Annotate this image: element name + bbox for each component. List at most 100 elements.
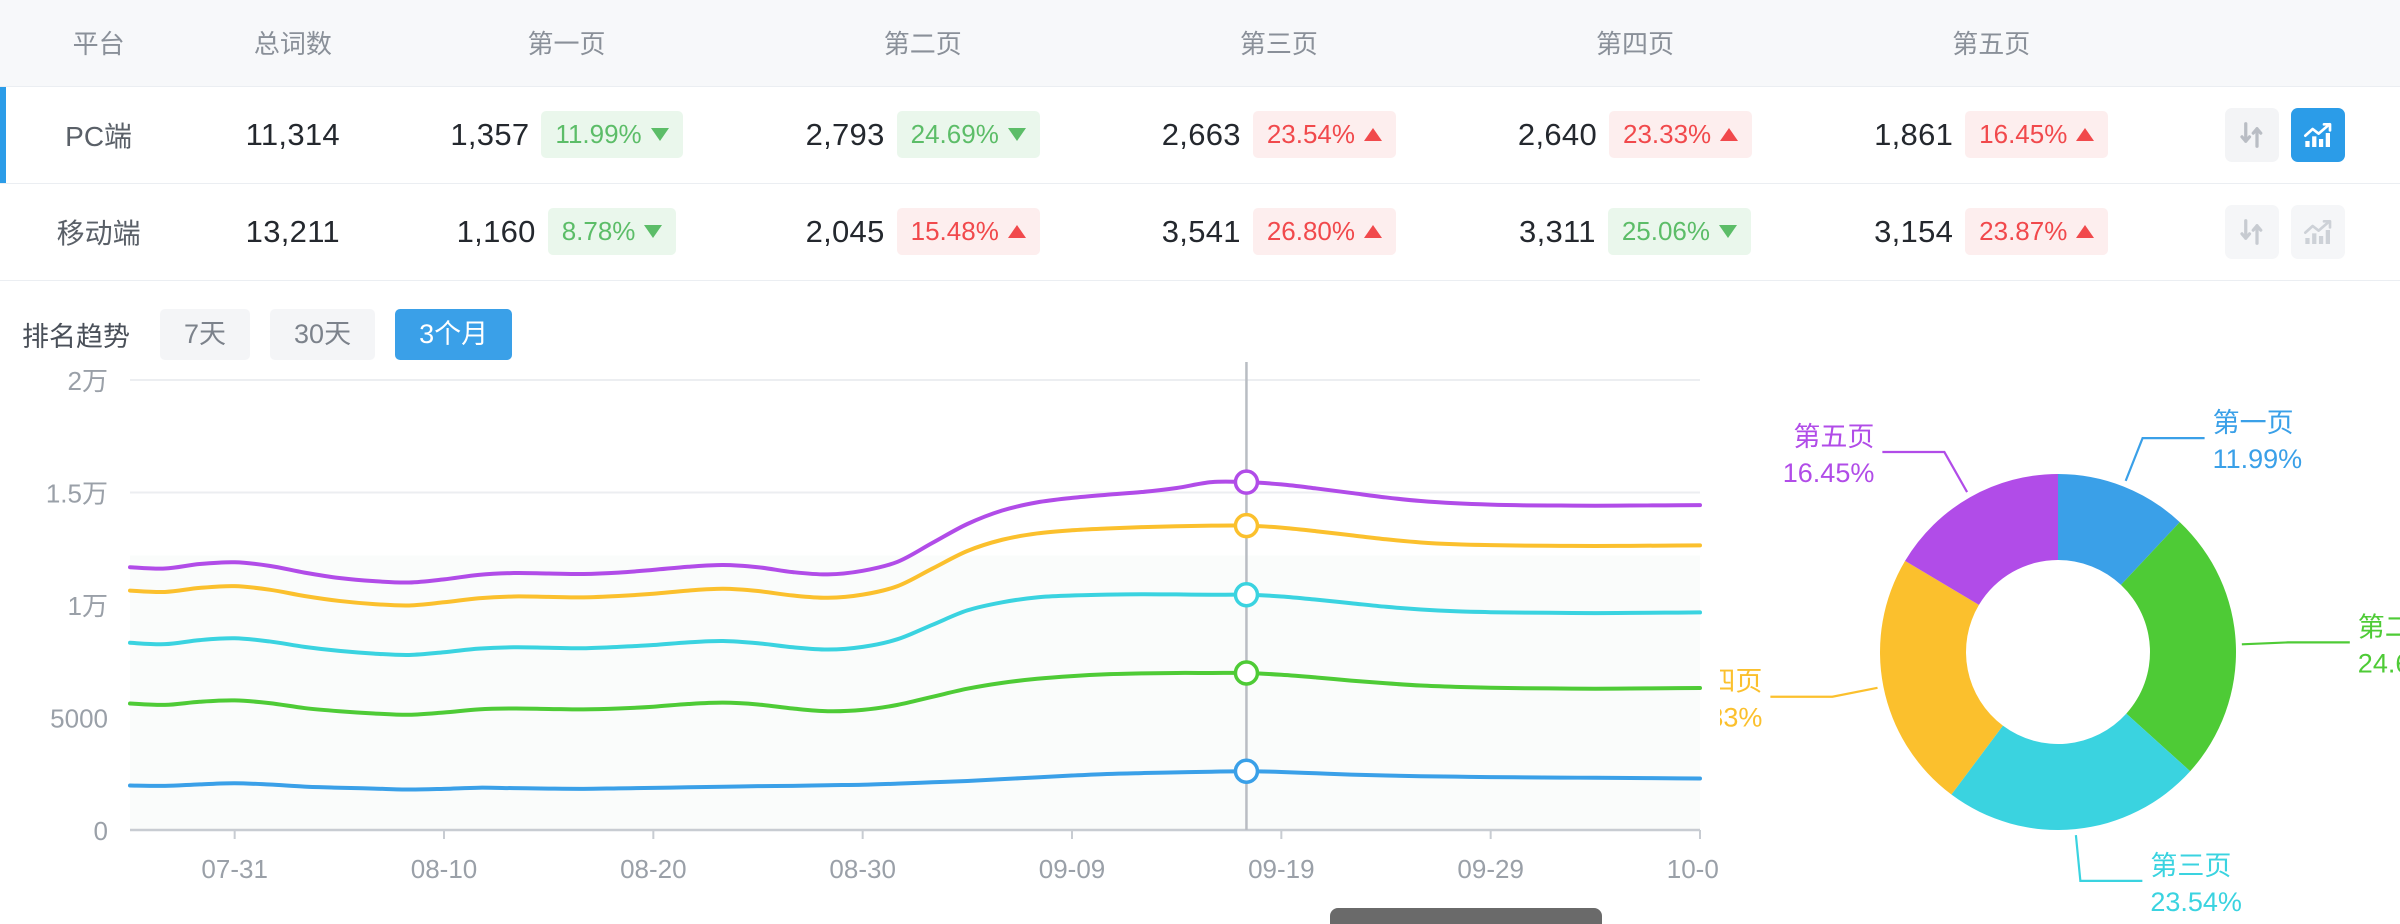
cell-page-1: 1,357 11.99% (388, 86, 745, 184)
donut-label-value: 23.33% (1720, 703, 1762, 733)
table-body: PC端 11,314 1,357 11.99% 2,793 24 (0, 86, 2400, 281)
percent-value: 16.45% (1979, 119, 2068, 149)
donut-leader-line (1770, 686, 1878, 699)
page-percent-badge: 15.48% (896, 208, 1040, 255)
cell-platform: PC端 (0, 86, 198, 184)
page-percent-badge: 23.54% (1252, 111, 1396, 158)
page-percent-badge: 8.78% (547, 208, 677, 255)
y-axis-tick-label: 1.5万 (46, 479, 108, 509)
line-series-前40名 (128, 523, 1702, 608)
x-axis-tick-label: 08-10 (411, 854, 478, 884)
x-axis-tick-label: 10-09 (1667, 854, 1720, 884)
percent-value: 23.33% (1622, 119, 1712, 149)
percent-value: 11.99% (555, 119, 642, 149)
percent-value: 25.06% (1621, 216, 1711, 246)
triangle-up-icon (2076, 225, 2095, 238)
donut-chart-svg: 第一页 11.99% 第二页 24.69% 第三页 23.54% 第四页 23.33% 第五页 1… (1671, 408, 2400, 917)
range-tab-30d[interactable]: 30天 (270, 308, 376, 361)
data-point-marker (1233, 513, 1260, 539)
table-row[interactable]: 移动端 13,211 1,160 8.78% 2,045 15. (0, 183, 2400, 281)
y-axis-tick-label: 1万 (68, 591, 108, 621)
col-header-page-5: 第五页 (1813, 0, 2170, 87)
triangle-up-icon (1007, 225, 1026, 238)
percent-value: 8.78% (561, 216, 636, 246)
range-tab-3m[interactable]: 3个月 (395, 308, 513, 361)
donut-label-name: 第三页 (2150, 851, 2231, 881)
triangle-up-icon (1720, 128, 1739, 141)
range-tab-7d[interactable]: 7天 (160, 308, 251, 361)
cell-total: 13,211 (197, 183, 389, 281)
cell-page-4: 3,311 25.06% (1456, 183, 1814, 281)
page-percent-badge: 11.99% (541, 111, 683, 158)
table-header: 平台 总词数 第一页 第二页 第三页 第四页 第五页 (0, 0, 2400, 87)
y-axis-tick-label: 0 (94, 816, 108, 846)
watermark: 爱站网 (600, 920, 980, 924)
x-axis-tick-label: 08-20 (620, 854, 687, 884)
page-percent-badge: 25.06% (1607, 208, 1752, 255)
cell-page-2: 2,793 24.69% (744, 86, 1101, 184)
x-axis-tick-label: 09-09 (1039, 854, 1106, 884)
triangle-down-icon (1007, 128, 1026, 141)
donut-label-value: 23.54% (2150, 887, 2242, 917)
rank-summary-table: 平台 总词数 第一页 第二页 第三页 第四页 第五页 PC端 11,314 1,… (0, 0, 2400, 281)
percent-value: 24.69% (910, 119, 999, 149)
sort-toggle-button[interactable] (2224, 204, 2279, 259)
sort-updown-icon (2240, 218, 2263, 245)
col-header-page-3: 第三页 (1100, 0, 1457, 87)
percent-value: 23.87% (1979, 216, 2068, 246)
percent-value: 26.80% (1266, 216, 1355, 246)
x-axis-tick-label: 07-31 (201, 854, 268, 884)
table-row[interactable]: PC端 11,314 1,357 11.99% 2,793 24 (0, 86, 2400, 184)
platform-label: PC端 (65, 120, 133, 152)
page-count: 1,357 (450, 116, 530, 152)
cell-actions (2169, 183, 2400, 281)
donut-leader-line (2241, 641, 2350, 646)
table-header-row: 平台 总词数 第一页 第二页 第三页 第四页 第五页 (0, 0, 2400, 87)
data-point-marker (1233, 660, 1260, 686)
donut-slice-第一页 (2058, 474, 2180, 586)
donut-label-name: 第二页 (2358, 613, 2400, 643)
donut-label-value: 24.69% (2358, 649, 2400, 679)
line-chart-svg: 0 5000 1万 1.5万 2万 07-31 08-10 08-20 08-30 09-09 09… (46, 362, 1733, 884)
sort-toggle-button[interactable] (2224, 107, 2279, 162)
page-percent-badge: 24.69% (896, 111, 1040, 158)
data-point-marker (1233, 582, 1260, 608)
cell-actions (2169, 86, 2400, 184)
donut-slice-第五页 (1905, 474, 2058, 606)
charts-area: 爱站网 0 5000 1万 1.5万 2万 07-31 08-10 08-20 08-30 09-… (0, 360, 2400, 924)
cell-page-5: 1,861 16.45% (1813, 86, 2170, 184)
x-axis-tick-label: 08-30 (829, 854, 896, 884)
donut-label-value: 16.45% (1783, 458, 1875, 488)
rank-trend-line-chart[interactable]: 0 5000 1万 1.5万 2万 07-31 08-10 08-20 08-30 09-09 09… (0, 360, 1733, 920)
donut-label-name: 第五页 (1793, 422, 1874, 452)
page-percent-badge: 23.87% (1965, 208, 2109, 255)
donut-leader-line (2074, 835, 2143, 883)
col-header-page-4: 第四页 (1456, 0, 1814, 87)
data-point-marker (1233, 758, 1260, 785)
page-count: 3,541 (1161, 213, 1241, 249)
total-value: 13,211 (245, 213, 340, 249)
donut-leader-line (1882, 451, 1969, 493)
view-chart-button[interactable] (2290, 107, 2345, 162)
donut-slice-第三页 (1951, 713, 2191, 831)
y-axis-tick-label: 2万 (68, 366, 108, 396)
y-axis-tick-label: 5000 (50, 704, 108, 734)
donut-label-value: 11.99% (2213, 444, 2303, 474)
page-percent-badge: 16.45% (1965, 111, 2109, 158)
col-header-total: 总词数 (197, 0, 389, 87)
line-series-前30名 (128, 592, 1702, 658)
triangle-up-icon (1364, 128, 1382, 141)
triangle-up-icon (1364, 225, 1382, 238)
trend-chart-icon (2303, 219, 2331, 244)
cell-page-2: 2,045 15.48% (744, 183, 1101, 281)
page-distribution-donut-chart[interactable]: 第一页 11.99% 第二页 24.69% 第三页 23.54% 第四页 23.33% 第五页 1… (1671, 360, 2400, 920)
data-point-marker (1233, 469, 1260, 496)
page-count: 1,861 (1874, 116, 1954, 152)
view-chart-button[interactable] (2290, 204, 2345, 259)
trend-chart-icon (2303, 122, 2331, 147)
page-count: 3,311 (1519, 213, 1596, 249)
cell-page-3: 2,663 23.54% (1100, 86, 1457, 184)
x-axis-tick-label: 09-19 (1248, 854, 1315, 884)
page-percent-badge: 23.33% (1608, 111, 1753, 158)
donut-slice-第四页 (1880, 561, 2003, 795)
